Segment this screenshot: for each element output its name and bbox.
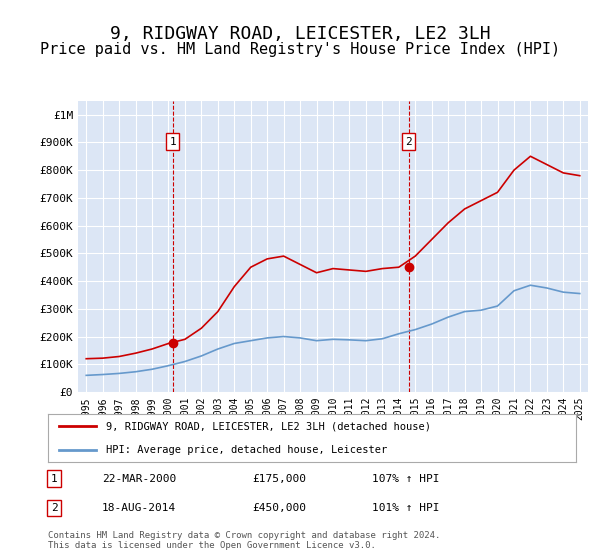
Text: 9, RIDGWAY ROAD, LEICESTER, LE2 3LH (detached house): 9, RIDGWAY ROAD, LEICESTER, LE2 3LH (det… (106, 421, 431, 431)
Text: Price paid vs. HM Land Registry's House Price Index (HPI): Price paid vs. HM Land Registry's House … (40, 42, 560, 57)
Text: 18-AUG-2014: 18-AUG-2014 (102, 503, 176, 513)
Text: 9, RIDGWAY ROAD, LEICESTER, LE2 3LH: 9, RIDGWAY ROAD, LEICESTER, LE2 3LH (110, 25, 490, 43)
Text: 2: 2 (50, 503, 58, 513)
Text: 107% ↑ HPI: 107% ↑ HPI (372, 474, 439, 484)
Text: Contains HM Land Registry data © Crown copyright and database right 2024.
This d: Contains HM Land Registry data © Crown c… (48, 530, 440, 550)
Text: 1: 1 (50, 474, 58, 484)
Text: 101% ↑ HPI: 101% ↑ HPI (372, 503, 439, 513)
Text: 22-MAR-2000: 22-MAR-2000 (102, 474, 176, 484)
Text: HPI: Average price, detached house, Leicester: HPI: Average price, detached house, Leic… (106, 445, 388, 455)
Text: £450,000: £450,000 (252, 503, 306, 513)
Text: £175,000: £175,000 (252, 474, 306, 484)
Text: 1: 1 (169, 137, 176, 147)
Text: 2: 2 (406, 137, 412, 147)
